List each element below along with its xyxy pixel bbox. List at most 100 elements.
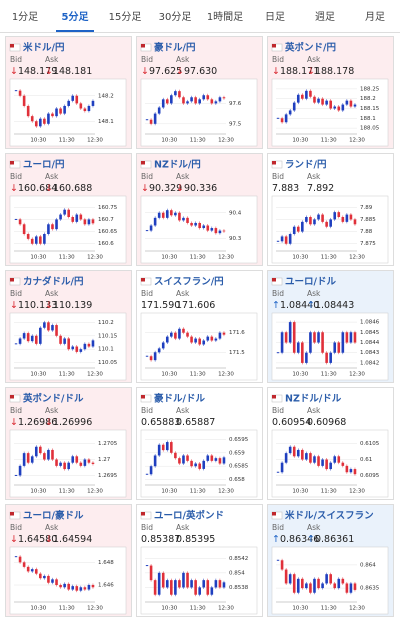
x-tick-label: 11:30	[190, 138, 206, 144]
y-tick-label: 171.5	[229, 350, 245, 356]
candle	[325, 352, 328, 363]
candle	[280, 332, 284, 353]
candle	[337, 106, 341, 111]
candle	[353, 219, 357, 225]
candle	[59, 462, 62, 466]
candle	[149, 356, 153, 361]
x-tick-label: 12:30	[87, 138, 103, 144]
candle	[341, 104, 345, 111]
bid-number: 97.625	[149, 66, 182, 77]
x-tick-label: 12:30	[87, 606, 103, 612]
y-tick-label: 0.61	[360, 457, 372, 463]
candle	[63, 462, 66, 470]
candle	[153, 217, 157, 226]
candle	[79, 214, 83, 220]
candle	[79, 103, 83, 109]
ask-value: ↑1.08443	[307, 300, 354, 311]
candle	[161, 99, 165, 108]
y-tick-label: 160.7	[98, 217, 114, 223]
x-tick-label: 10:30	[161, 372, 177, 378]
tab[interactable]: 日足	[265, 11, 285, 23]
candle	[202, 460, 206, 469]
pair-name: 米ドル/円	[22, 42, 64, 54]
candle	[202, 340, 206, 345]
tab[interactable]: 週足	[315, 11, 335, 23]
bid-value: 171.590	[141, 300, 180, 311]
candle	[309, 453, 312, 463]
candle	[198, 587, 201, 595]
candle	[222, 457, 226, 464]
ask-value: ↓97.630	[176, 66, 217, 77]
tab[interactable]: 15分足	[109, 11, 142, 23]
candle	[182, 97, 185, 104]
bid-value: ↓110.133	[10, 300, 57, 311]
candle	[190, 460, 193, 467]
y-tick-label: 188.05	[360, 126, 380, 132]
candle	[34, 121, 38, 127]
y-tick-label: 90.3	[229, 236, 242, 242]
candle	[59, 585, 62, 588]
candle	[186, 101, 189, 104]
candle	[288, 446, 292, 454]
candle	[30, 569, 34, 572]
candle	[284, 332, 288, 343]
candle	[206, 336, 210, 341]
bid-label: Bid	[141, 172, 153, 181]
tab[interactable]: 1時間足	[207, 11, 243, 23]
candle	[26, 453, 30, 463]
candle	[190, 97, 193, 102]
pair-name: 英ポンド/円	[285, 42, 336, 54]
candle	[51, 579, 54, 583]
candle	[39, 327, 42, 344]
x-tick-label: 12:30	[87, 255, 103, 261]
candle	[288, 322, 292, 343]
candle	[345, 332, 349, 343]
tab[interactable]: 30分足	[159, 11, 192, 23]
y-tick-label: 0.6105	[360, 441, 380, 447]
candle	[353, 332, 357, 343]
tab[interactable]: 1分足	[12, 11, 38, 23]
candle	[165, 99, 169, 104]
bid-value: 0.65883	[141, 417, 180, 428]
x-tick-label: 11:30	[321, 255, 337, 261]
candle	[26, 234, 30, 239]
candle	[63, 338, 66, 344]
ask-value: ↓160.688	[45, 183, 92, 194]
ask-value: ↓1.64594	[45, 534, 92, 545]
bid-number: 0.85387	[141, 534, 180, 545]
candle	[170, 442, 173, 453]
candle	[83, 587, 87, 590]
y-tick-label: 1.0842	[360, 360, 379, 366]
candle	[149, 225, 153, 231]
bid-label: Bid	[272, 172, 284, 181]
candle	[313, 96, 316, 103]
candle	[178, 580, 181, 588]
tab[interactable]: 5分足	[62, 10, 90, 23]
x-tick-label: 12:30	[349, 606, 365, 612]
ask-label: Ask	[176, 406, 190, 415]
candle	[75, 214, 79, 222]
ask-number: 0.65887	[176, 417, 215, 428]
tab[interactable]: 月足	[365, 11, 385, 23]
ask-label: Ask	[176, 523, 190, 532]
candle	[157, 444, 161, 456]
candle	[18, 90, 22, 96]
bid-label: Bid	[10, 289, 22, 298]
y-tick-label: 97.6	[229, 101, 242, 107]
trend-arrow: ↓	[272, 66, 280, 77]
